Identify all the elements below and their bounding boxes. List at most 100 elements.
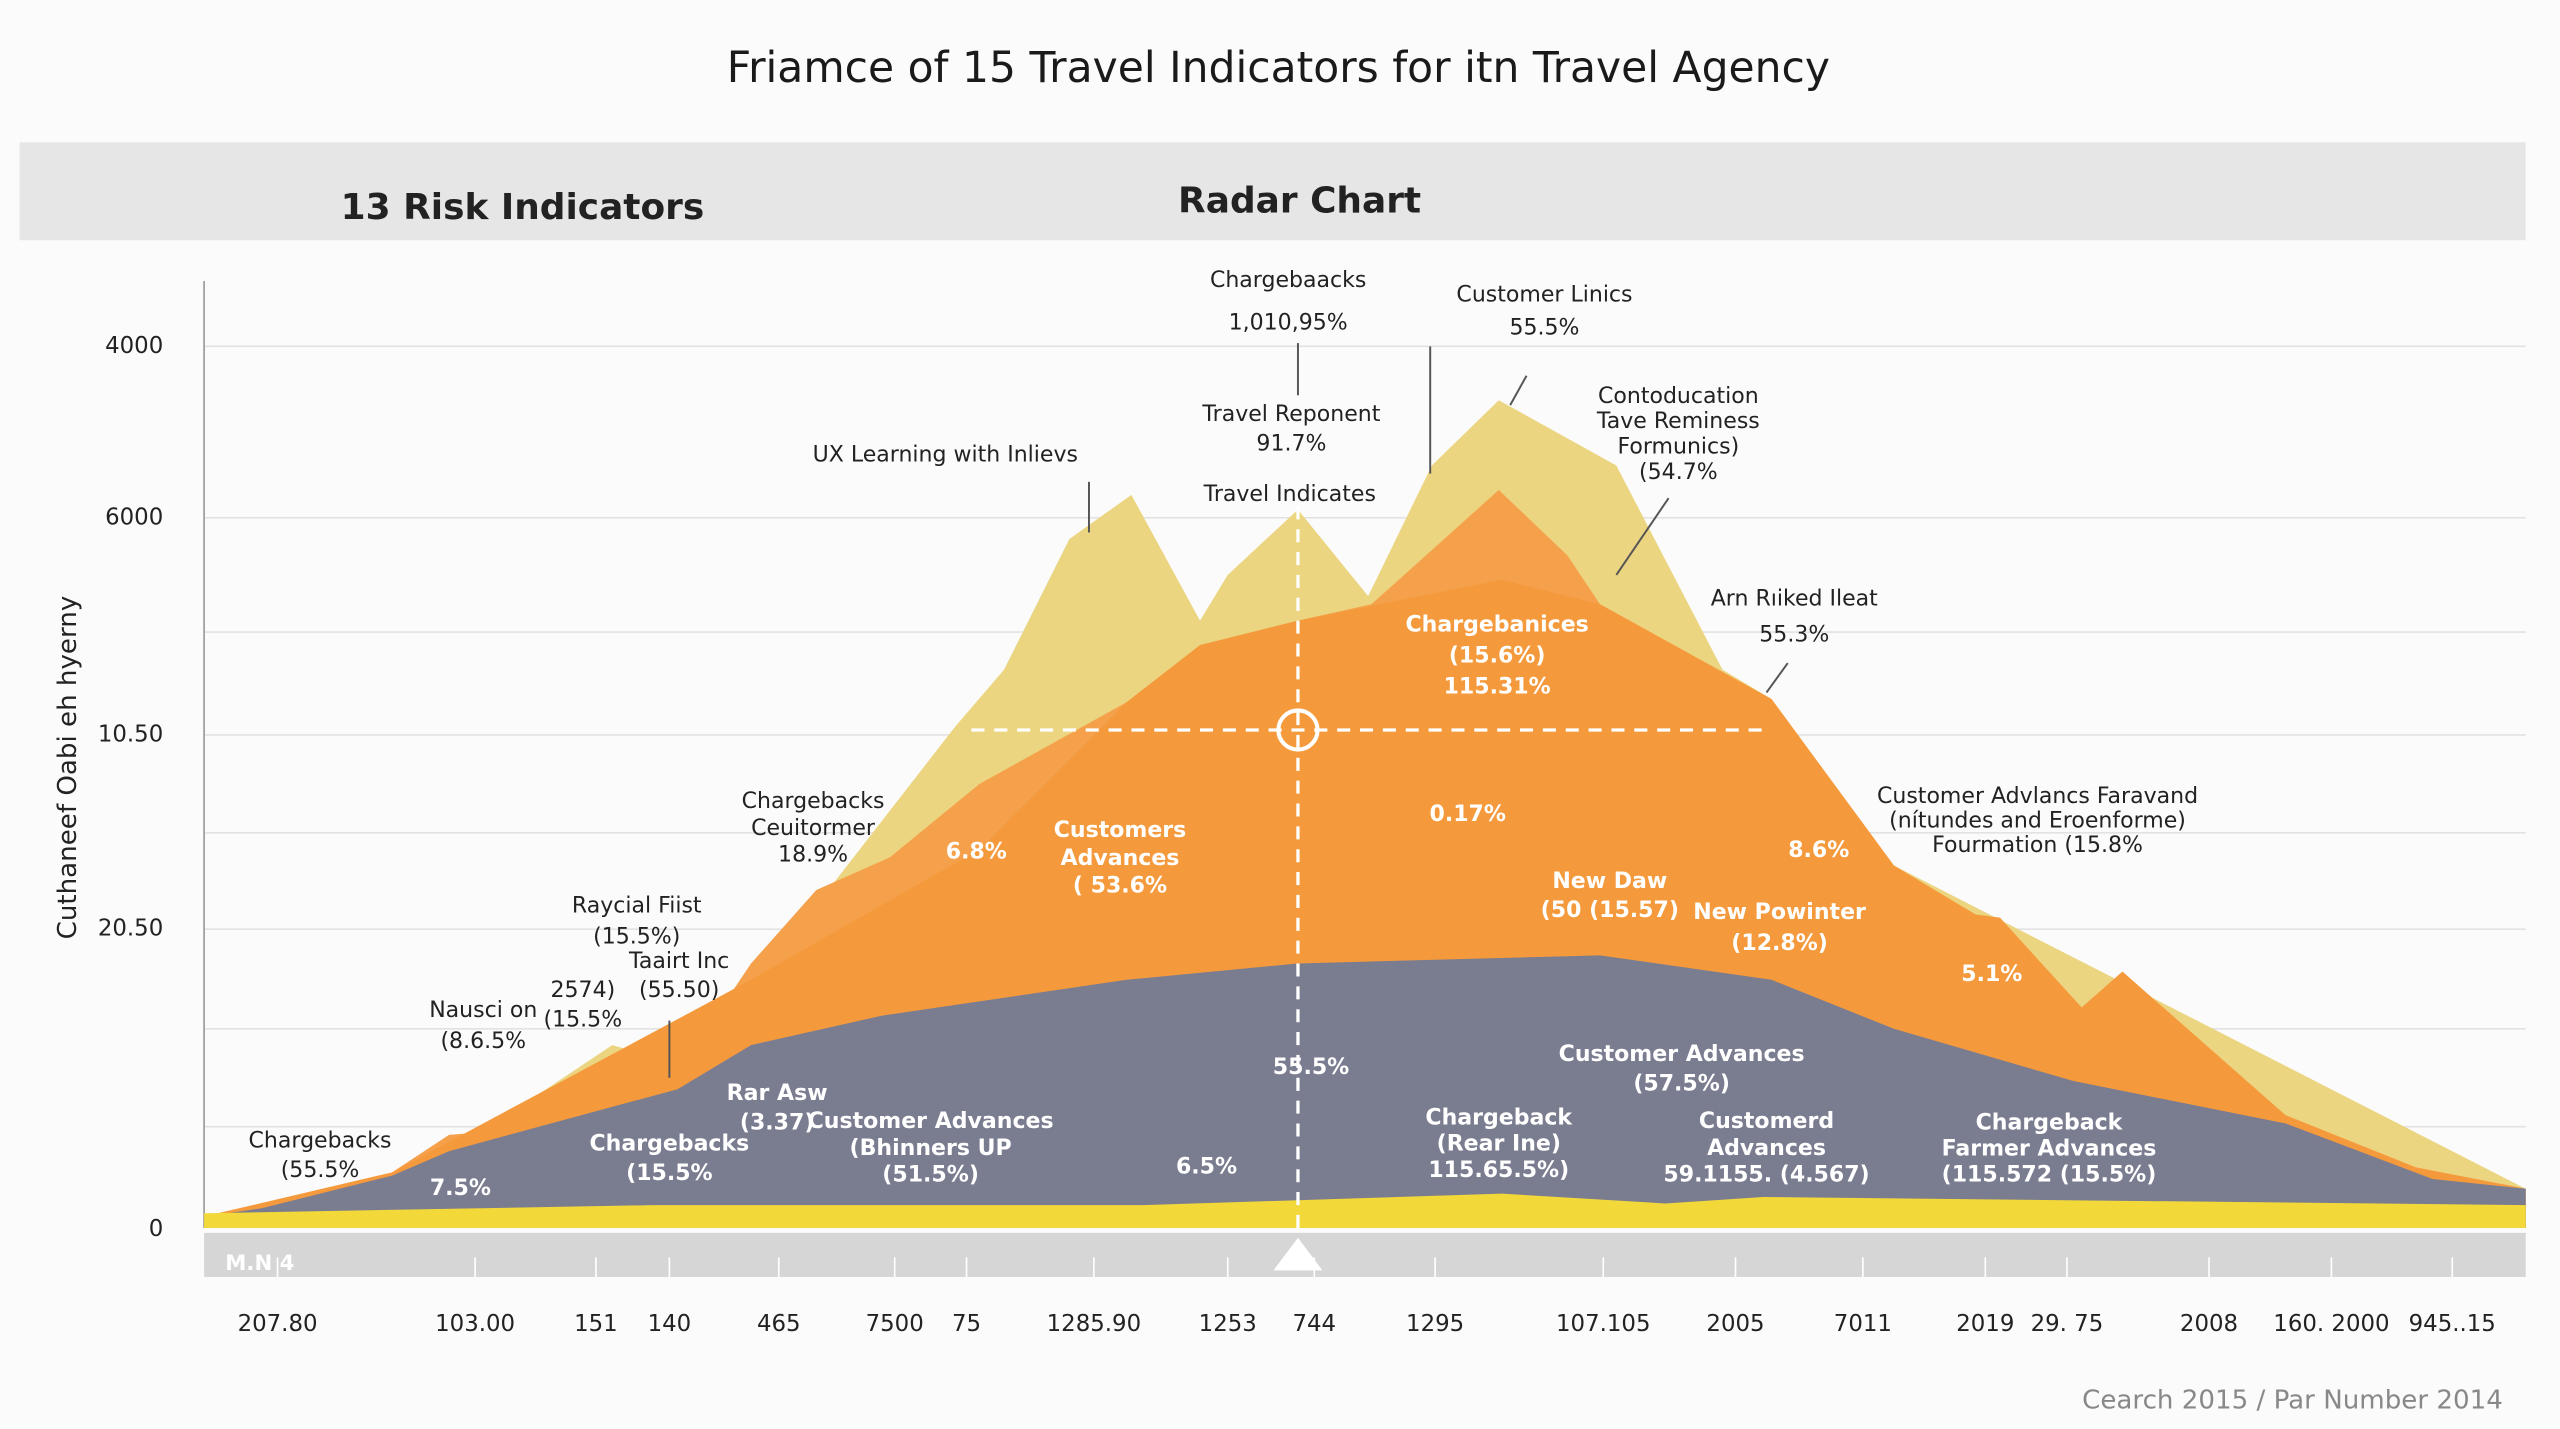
area-label: Chargebanices bbox=[1405, 613, 1588, 638]
x-tick-label: 1253 bbox=[1199, 1311, 1257, 1337]
area-label: 7.5% bbox=[430, 1176, 491, 1201]
x-tick-label: 140 bbox=[648, 1311, 692, 1337]
annotation: 55.5% bbox=[1509, 315, 1579, 340]
area-label: Farmer Advances bbox=[1942, 1137, 2157, 1162]
area-label: Advances bbox=[1061, 846, 1180, 871]
area-label: 115.65.5%) bbox=[1428, 1158, 1569, 1183]
annotation: Customer Linics bbox=[1456, 283, 1632, 308]
annotation: 1,010,95% bbox=[1229, 310, 1348, 335]
area-gray bbox=[204, 955, 2526, 1228]
area-label: 6.8% bbox=[946, 839, 1007, 864]
x-tick-label: 744 bbox=[1292, 1311, 1336, 1337]
annotation: Tave Reminess bbox=[1596, 409, 1760, 434]
area-label: (50 (15.57) bbox=[1541, 898, 1679, 923]
annotation: Fourmation (15.8% bbox=[1932, 833, 2143, 858]
annotation: 18.9% bbox=[778, 843, 848, 868]
area-label: 55.5% bbox=[1273, 1055, 1349, 1080]
x-tick-label: 1285.90 bbox=[1047, 1311, 1141, 1337]
annotation: (15.5%) bbox=[593, 924, 680, 949]
area-label: Chargeback bbox=[1976, 1110, 2124, 1135]
area-label: (57.5%) bbox=[1633, 1071, 1730, 1096]
x-tick-label: 2008 bbox=[2180, 1311, 2238, 1337]
area-label: 8.6% bbox=[1788, 838, 1849, 863]
annotation: UX Learning with Inlievs bbox=[813, 443, 1078, 468]
area-label: (115.572 (15.5%) bbox=[1942, 1163, 2157, 1188]
annotation: (54.7% bbox=[1639, 460, 1718, 485]
annotation: 2574) bbox=[551, 978, 616, 1003]
area-label: New Daw bbox=[1552, 869, 1667, 894]
x-tick-label: 2019 bbox=[1956, 1311, 2014, 1337]
area-label: 0.17% bbox=[1430, 802, 1506, 827]
area-label: (12.8%) bbox=[1731, 931, 1828, 956]
area-label: (3.37) bbox=[740, 1110, 815, 1135]
x-tick-label: 151 bbox=[574, 1311, 618, 1337]
pointer-lines bbox=[668, 343, 1789, 1078]
area-label: Advances bbox=[1707, 1136, 1826, 1161]
header-band bbox=[19, 142, 2526, 241]
y-tick-label: 0 bbox=[149, 1216, 164, 1242]
area-label: Rar Asw bbox=[727, 1081, 828, 1106]
axis-bar bbox=[204, 1232, 2526, 1277]
annotation: (nítundes and Eroenforme) bbox=[1889, 808, 2186, 833]
area-label: (51.5%) bbox=[882, 1163, 979, 1188]
area-yellow-band bbox=[204, 1193, 2526, 1228]
y-tick-label: 20.50 bbox=[98, 916, 163, 942]
x-tick-label: 2005 bbox=[1706, 1311, 1764, 1337]
x-tick-label: 465 bbox=[757, 1311, 801, 1337]
annotation: (55.50) bbox=[639, 978, 719, 1003]
annotation: (55.5% bbox=[281, 1158, 360, 1183]
annotation: Ceuitormer bbox=[751, 816, 876, 841]
annotation: (8.6.5% bbox=[440, 1029, 526, 1054]
x-tick-label: 945..15 bbox=[2409, 1311, 2496, 1337]
x-tick-label: 103.00 bbox=[435, 1311, 515, 1337]
annotation: Chargebaacks bbox=[1210, 268, 1366, 293]
area-label: (15.6%) bbox=[1449, 644, 1546, 669]
area-label: New Powinter bbox=[1693, 900, 1866, 925]
area-label: (Rear Ine) bbox=[1437, 1132, 1561, 1157]
area-label: 6.5% bbox=[1176, 1155, 1237, 1180]
annotation: Raycial Fiist bbox=[572, 893, 702, 918]
annotation: (15.5% bbox=[544, 1008, 623, 1033]
annotation: Chargebacks bbox=[742, 789, 885, 814]
y-tick-label: 4000 bbox=[105, 333, 163, 359]
x-tick-label: 207.80 bbox=[238, 1311, 318, 1337]
area-label: Customer Advances bbox=[1559, 1042, 1805, 1067]
y-axis-label: Cuthaneef Oabi eh hyerny bbox=[53, 596, 83, 940]
area-label: 115.31% bbox=[1444, 675, 1551, 700]
y-tick-label: 10.50 bbox=[98, 721, 163, 747]
annotation: 55.3% bbox=[1759, 622, 1829, 647]
header-center: Radar Chart bbox=[1178, 181, 1421, 222]
x-tick-label: 7011 bbox=[1834, 1311, 1892, 1337]
annotation: Contoducation bbox=[1598, 384, 1759, 409]
header-left: 13 Risk Indicators bbox=[341, 187, 705, 228]
annotation: Chargebacks bbox=[249, 1128, 392, 1153]
x-tick-label: 29. 75 bbox=[2031, 1311, 2104, 1337]
area-label: Chargeback bbox=[1425, 1106, 1573, 1131]
annotation: Arn Rıiked Ileat bbox=[1711, 586, 1878, 611]
area-label: Chargebacks bbox=[590, 1132, 750, 1157]
area-label: ( 53.6% bbox=[1073, 874, 1167, 899]
x-tick-label: 160. 2000 bbox=[2273, 1311, 2389, 1337]
area-label: (Bhinners UP bbox=[850, 1136, 1012, 1161]
annotation: Formunics) bbox=[1618, 435, 1740, 460]
area-label: Customer Advances bbox=[808, 1109, 1054, 1134]
area-label: Customers bbox=[1054, 818, 1187, 843]
annotation: Nausci on bbox=[429, 998, 537, 1023]
area-label: Customerd bbox=[1699, 1109, 1834, 1134]
crosshair bbox=[971, 506, 1772, 1233]
x-tick-label: 7500 bbox=[866, 1311, 924, 1337]
area-label: 5.1% bbox=[1961, 962, 2022, 987]
annotation: Travel Indicates bbox=[1203, 482, 1376, 507]
annotation: Taairt Inc bbox=[628, 949, 729, 974]
y-tick-label: 6000 bbox=[105, 504, 163, 530]
annotation: Customer Advlancs Faravand bbox=[1877, 784, 2198, 809]
x-tick-label: 1295 bbox=[1406, 1311, 1464, 1337]
area-label: (15.5% bbox=[626, 1161, 713, 1186]
area-label: 59.1155. (4.567) bbox=[1663, 1163, 1869, 1188]
annotation: Travel Reponent bbox=[1201, 402, 1380, 427]
axis-bar-label: M.N 4 bbox=[225, 1251, 294, 1276]
axis-marker bbox=[1273, 1237, 1323, 1271]
x-tick-label: 75 bbox=[952, 1311, 981, 1337]
